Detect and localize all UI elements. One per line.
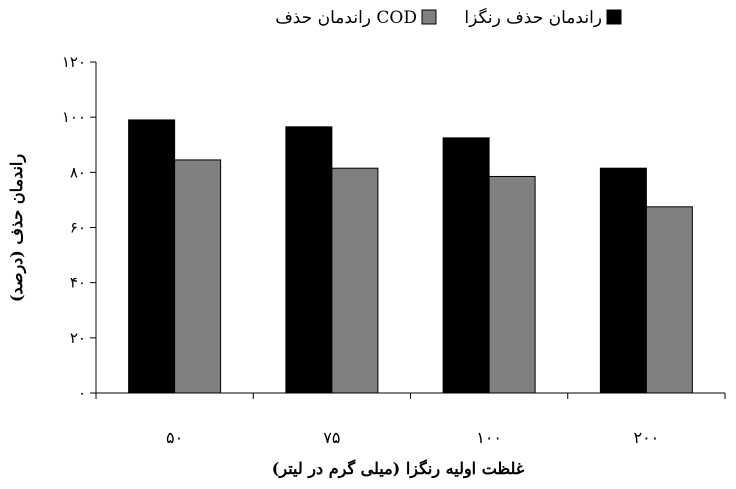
y-tick-label: ۱۰۰: [62, 108, 86, 126]
x-axis-title: غلظت اولیه رنگزا (میلی گرم در لیتر): [272, 459, 525, 479]
y-tick-label: ۱۲۰: [62, 53, 86, 71]
bar-dye-removal: [599, 167, 647, 394]
bar-dye-removal: [285, 126, 333, 394]
bar-cod-removal: [488, 175, 536, 394]
bar-dye-removal: [128, 119, 176, 394]
y-ticks: ۰ ۲۰ ۴۰ ۶۰ ۸۰ ۱۰۰ ۱۲۰: [62, 53, 96, 402]
legend: راندمان حذف رنگزا راندمان حذف COD: [275, 7, 622, 28]
y-axis-title: راندمان حذف (درصد): [7, 154, 27, 302]
bar-cod-removal: [645, 206, 693, 394]
x-ticks: [95, 393, 726, 399]
bars: [128, 119, 693, 394]
legend-label-dye: راندمان حذف رنگزا: [464, 7, 602, 28]
y-tick-label: ۰: [78, 384, 86, 402]
y-tick-label: ۸۰: [70, 163, 86, 181]
y-tick-label: ۶۰: [70, 219, 86, 237]
y-tick-label: ۴۰: [70, 274, 86, 292]
legend-label-cod: راندمان حذف COD: [275, 8, 417, 28]
legend-swatch-dye: [606, 9, 622, 25]
bar-cod-removal: [174, 159, 222, 394]
y-tick-label: ۲۰: [70, 329, 86, 347]
x-category-label: ۱۰۰: [476, 428, 502, 447]
x-category-label: ۷۵: [323, 428, 340, 447]
x-category-label: ۲۰۰: [633, 428, 659, 447]
legend-swatch-cod: [421, 9, 437, 25]
category-labels: ۵۰ ۷۵ ۱۰۰ ۲۰۰: [166, 428, 659, 447]
bar-cod-removal: [331, 167, 379, 394]
x-category-label: ۵۰: [166, 428, 183, 447]
bar-dye-removal: [442, 137, 490, 394]
